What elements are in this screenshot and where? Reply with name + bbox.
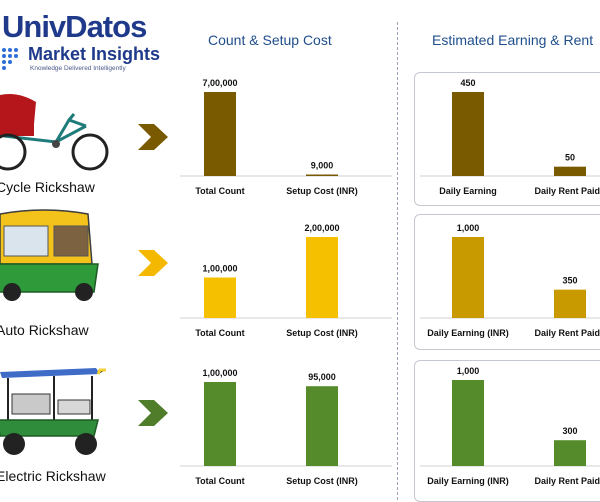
chart-bar — [306, 174, 338, 176]
chart-bar — [452, 380, 484, 466]
bar-value-label: 7,00,000 — [202, 78, 237, 88]
count-setup-header: Count & Setup Cost — [208, 32, 332, 48]
cycle-count-setup-chart: 7,00,000 Total Count 9,000 Setup Cost (INR) — [180, 78, 392, 196]
category-label: Setup Cost (INR) — [286, 476, 358, 486]
chart-bar — [554, 166, 586, 176]
bar-value-label: 1,000 — [457, 366, 480, 376]
electric-rickshaw-image — [0, 368, 106, 455]
bar-value-label: 1,000 — [457, 223, 480, 233]
bar-value-label: 450 — [460, 78, 475, 88]
bar-value-label: 2,00,000 — [304, 223, 339, 233]
earning-frame-2 — [414, 214, 600, 350]
chevron-right-icon — [138, 124, 168, 150]
category-label: Daily Rent Paid ( — [534, 186, 600, 196]
logo-dots-icon — [2, 48, 18, 70]
chevron-right-icon — [138, 250, 168, 276]
auto-rickshaw-label: Auto Rickshaw — [0, 322, 89, 338]
chart-bar — [306, 386, 338, 466]
bar-value-label: 1,00,000 — [202, 368, 237, 378]
category-label: Daily Earning (INR) — [427, 476, 509, 486]
bar-value-label: 300 — [562, 426, 577, 436]
auto-count-setup-chart: 1,00,000 Total Count 2,00,000 Setup Cost (I… — [180, 223, 392, 338]
cycle-rickshaw-label: Cycle Rickshaw — [0, 179, 95, 195]
bar-value-label: 1,00,000 — [202, 264, 237, 274]
logo-tagline: Knowledge Delivered Intelligently — [30, 65, 126, 72]
chart-bar — [554, 440, 586, 466]
chart-bar — [204, 277, 236, 318]
chart-bar — [204, 382, 236, 466]
logo-name: UnivDatos — [2, 9, 147, 44]
earning-rent-header: Estimated Earning & Rent — [432, 32, 594, 48]
earning-frame-1 — [414, 72, 600, 206]
category-label: Setup Cost (INR) — [286, 186, 358, 196]
category-label: Daily Rent Paid ( — [534, 328, 600, 338]
chart-bar — [554, 289, 586, 318]
section-divider — [397, 22, 398, 500]
univdatos-logo: UnivDatos Market Insights Knowledge Deli… — [0, 6, 160, 76]
chevron-right-icon — [138, 400, 168, 426]
chart-bar — [306, 237, 338, 318]
category-label: Total Count — [195, 476, 244, 486]
category-label: Total Count — [195, 186, 244, 196]
auto-rickshaw-image — [0, 209, 99, 301]
cycle-rickshaw-image — [0, 94, 109, 171]
category-label: Daily Earning (INR) — [427, 328, 509, 338]
chart-bar — [204, 92, 236, 176]
electric-count-setup-chart: 1,00,000 Total Count 95,000 Setup Cost (INR… — [180, 368, 392, 486]
auto-earning-rent-chart: 1,000 Daily Earning (INR) 350 Daily Rent Pa… — [420, 223, 600, 338]
bar-value-label: 95,000 — [308, 372, 336, 382]
category-label: Daily Earning — [439, 186, 497, 196]
category-label: Daily Rent Paid ( — [534, 476, 600, 486]
electric-earning-rent-chart: 1,000 Daily Earning (INR) 300 Daily Rent Pa… — [420, 366, 600, 486]
bar-value-label: 50 — [565, 153, 575, 163]
chart-bar — [452, 92, 484, 176]
logo-subtitle: Market Insights — [28, 44, 161, 64]
cycle-earning-rent-chart: 450 Daily Earning 50 Daily Rent Paid ( — [420, 78, 600, 196]
chart-bar — [452, 237, 484, 318]
category-label: Setup Cost (INR) — [286, 328, 358, 338]
electric-rickshaw-label: Electric Rickshaw — [0, 468, 106, 484]
category-label: Total Count — [195, 328, 244, 338]
bar-value-label: 9,000 — [311, 161, 334, 171]
bar-value-label: 350 — [562, 276, 577, 286]
